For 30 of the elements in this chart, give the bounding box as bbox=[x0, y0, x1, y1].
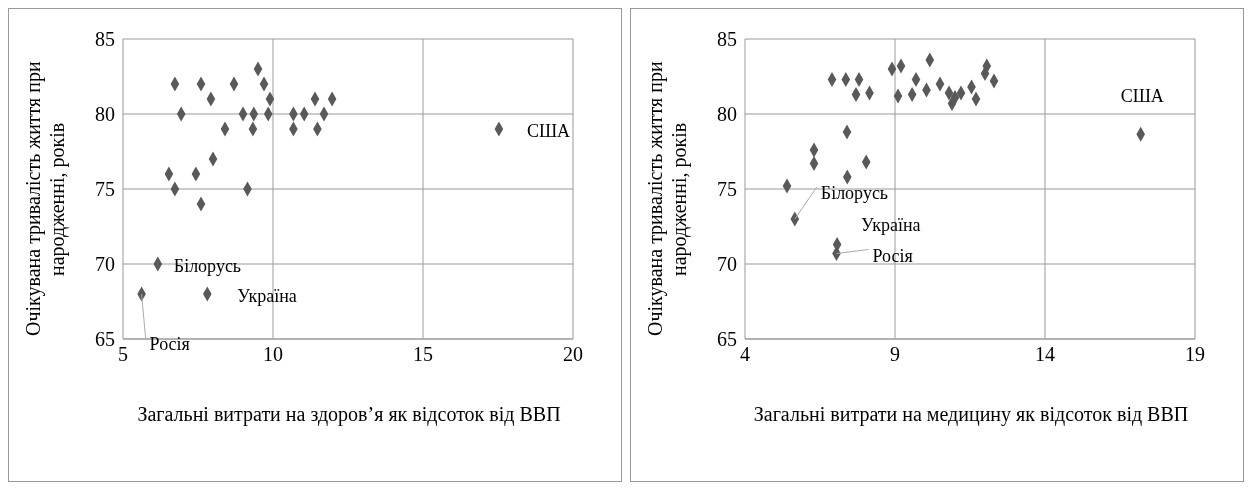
x-tick-label: 19 bbox=[1185, 343, 1205, 366]
x-tick-label: 14 bbox=[1035, 343, 1055, 366]
y-tick-label: 85 bbox=[717, 28, 737, 51]
y-tick-label: 75 bbox=[717, 178, 737, 201]
x-tick-label: 9 bbox=[890, 343, 900, 366]
x-tick-label: 5 bbox=[118, 343, 128, 366]
y-axis-title: Очікувана тривалість життя при народженні, років bbox=[643, 60, 691, 339]
y-tick-label: 75 bbox=[95, 178, 115, 201]
y-tick-label: 70 bbox=[717, 253, 737, 276]
annotation: США bbox=[1120, 86, 1164, 107]
y-tick-label: 85 bbox=[95, 28, 115, 51]
annotation: США bbox=[526, 121, 571, 142]
annotation: Білорусь bbox=[820, 183, 889, 204]
x-axis-title: Загальні витрати на здоров’я як відсоток від ВВП bbox=[136, 402, 562, 427]
annotation: Росія bbox=[872, 245, 913, 266]
x-tick-label: 20 bbox=[563, 343, 583, 366]
x-tick-label: 15 bbox=[413, 343, 433, 366]
y-tick-label: 65 bbox=[95, 328, 115, 351]
x-tick-label: 10 bbox=[263, 343, 283, 366]
annotation: Росія bbox=[149, 334, 190, 355]
y-tick-label: 65 bbox=[717, 328, 737, 351]
annotation: Україна bbox=[237, 286, 297, 307]
annotation: Білорусь bbox=[173, 256, 242, 277]
y-tick-label: 80 bbox=[95, 103, 115, 126]
y-axis-title: Очікувана тривалість життя при народженні, років bbox=[21, 60, 69, 339]
x-axis-title: Загальні витрати на медицину як відсоток від ВВП bbox=[752, 402, 1190, 427]
x-tick-label: 4 bbox=[740, 343, 750, 366]
y-tick-label: 70 bbox=[95, 253, 115, 276]
annotation: Україна bbox=[861, 214, 921, 235]
y-tick-label: 80 bbox=[717, 103, 737, 126]
